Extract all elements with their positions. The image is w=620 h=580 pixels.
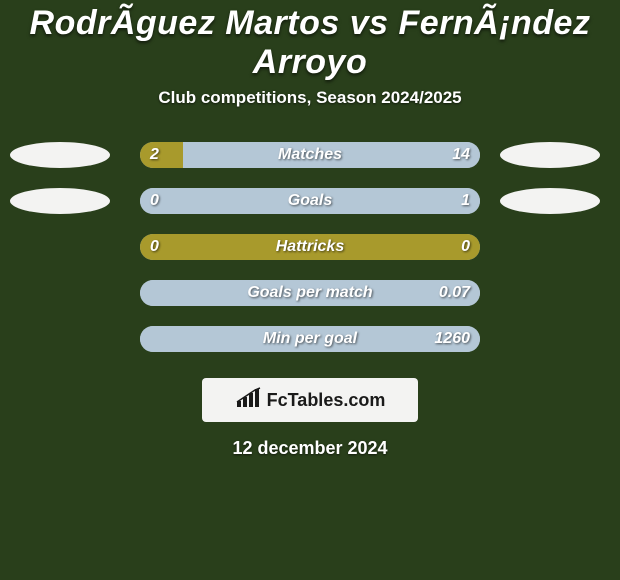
stat-bar-right-segment: [140, 326, 480, 352]
stat-bar-right-segment: [183, 142, 481, 168]
stat-bar-left-segment: [140, 142, 183, 168]
player-left-ellipse: [10, 142, 110, 168]
stat-bar-right-segment: [140, 280, 480, 306]
player-left-ellipse: [10, 188, 110, 214]
stat-bar: Goals01: [140, 188, 480, 214]
stat-bar: Goals per match0.07: [140, 280, 480, 306]
comparison-rows: Matches214 Goals01 Hattricks00 Goals per ma…: [0, 140, 620, 370]
brand-text: FcTables.com: [267, 390, 386, 411]
stat-bar: Hattricks00: [140, 234, 480, 260]
page-subtitle: Club competitions, Season 2024/2025: [0, 88, 620, 108]
stat-bar-right-segment: [140, 188, 480, 214]
comparison-row: Matches214: [0, 140, 620, 186]
stat-bar-left-segment: [140, 234, 480, 260]
player-right-ellipse: [500, 188, 600, 214]
page-title: RodrÃ­guez Martos vs FernÃ¡ndez Arroyo: [0, 0, 620, 88]
brand-chart-icon: [235, 387, 267, 414]
stat-bar: Matches214: [140, 142, 480, 168]
comparison-row: Goals per match0.07: [0, 278, 620, 324]
comparison-row: Min per goal1260: [0, 324, 620, 370]
stat-bar: Min per goal1260: [140, 326, 480, 352]
footer-date: 12 december 2024: [0, 438, 620, 459]
comparison-row: Hattricks00: [0, 232, 620, 278]
comparison-row: Goals01: [0, 186, 620, 232]
brand-box: FcTables.com: [202, 378, 418, 422]
player-right-ellipse: [500, 142, 600, 168]
